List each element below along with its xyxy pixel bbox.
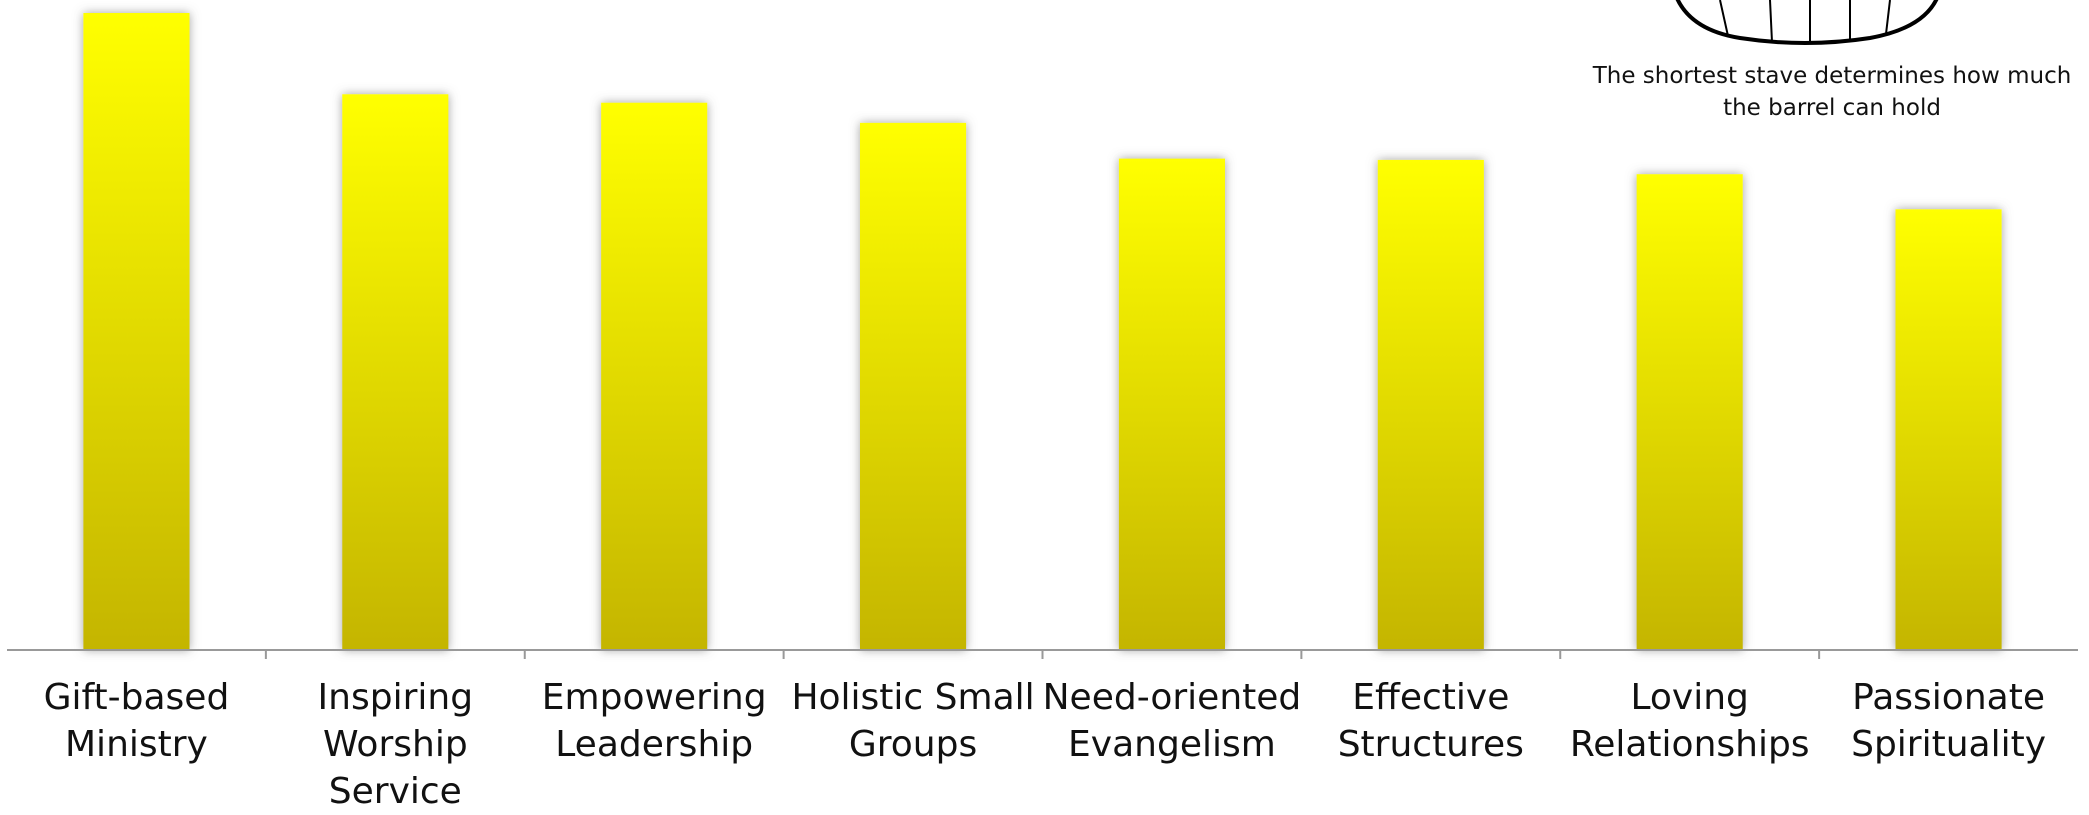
x-tick-label: Gift-based Ministry [43,677,230,765]
bar [1118,158,1226,650]
barrel-icon [1675,0,1939,45]
bar [1895,209,2002,651]
x-tick-label: Empowering Leadership [541,677,767,765]
bar [859,122,967,651]
x-tick-label: Loving Relationships [1569,677,1810,765]
x-tick-label: Passionate Spirituality [1851,677,2047,765]
x-tick-label: Holistic Small Groups [791,677,1035,765]
x-tick-label: Effective Structures [1337,677,1524,765]
bar [601,102,708,650]
x-tick-label: Need-oriented Evangelism [1042,677,1302,765]
x-tick-label: Inspiring Worship Service [317,677,474,812]
bar [1377,159,1484,650]
bar [83,13,190,650]
annotation: The shortest stave determines how much t… [1592,63,2072,121]
bar [1636,174,1743,650]
bar [342,94,449,650]
